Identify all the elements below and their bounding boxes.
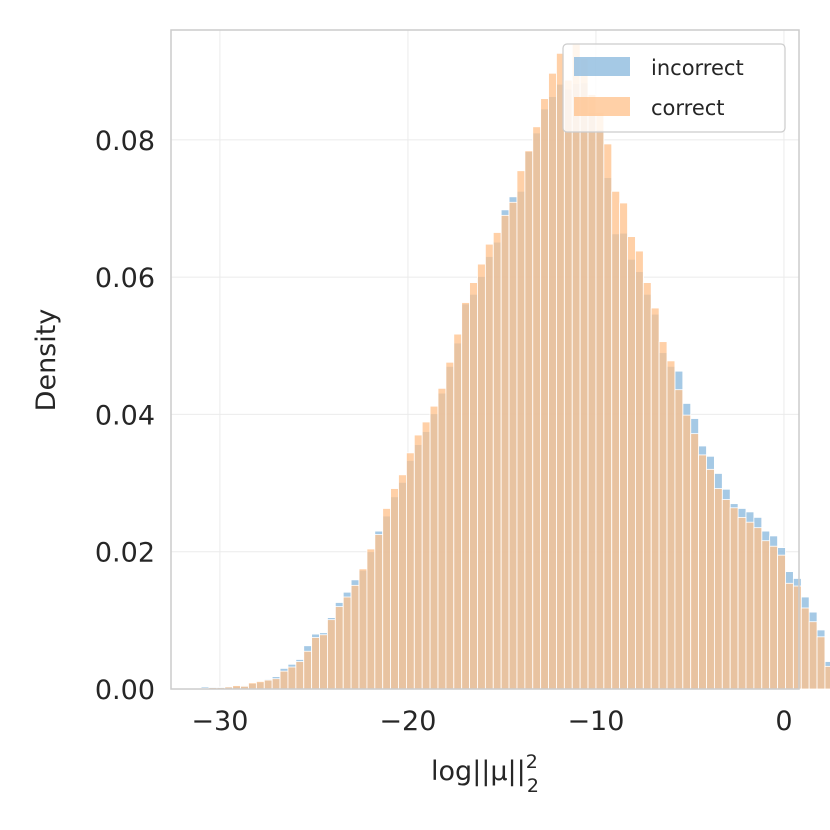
- tick-labels: −30 −20 −10 0 0.00 0.02 0.04 0.06 0.08: [95, 126, 793, 737]
- bar-correct: [469, 282, 478, 690]
- bar-correct: [287, 666, 297, 690]
- y-tick-label: 0.00: [95, 675, 155, 706]
- bar-correct: [800, 607, 810, 690]
- bar-correct: [642, 282, 652, 690]
- bar-correct: [248, 682, 257, 690]
- x-axis-label: log||μ||2 2: [431, 751, 539, 797]
- bar-correct: [398, 474, 407, 690]
- bar-correct: [666, 360, 676, 690]
- bar-correct: [785, 582, 794, 690]
- bar-correct: [516, 170, 526, 690]
- y-tick-label: 0.04: [95, 400, 155, 431]
- bar-correct: [611, 190, 621, 690]
- bar-correct: [374, 534, 384, 690]
- bar-correct: [271, 678, 281, 690]
- bar-correct: [761, 540, 771, 690]
- bar-correct: [453, 333, 463, 690]
- bar-correct: [619, 202, 628, 690]
- y-axis-label: Density: [31, 309, 62, 412]
- bar-correct: [690, 433, 699, 690]
- bar-correct: [745, 521, 755, 690]
- bar-correct: [816, 636, 826, 690]
- plot-frame: [170, 29, 800, 690]
- bar-correct: [777, 554, 786, 690]
- bar-correct: [563, 79, 573, 690]
- bar-correct: [477, 263, 486, 690]
- bar-correct: [698, 454, 707, 690]
- bar-correct: [406, 452, 415, 690]
- bar-correct: [808, 621, 818, 690]
- bar-correct: [587, 94, 597, 690]
- bar-correct: [421, 421, 431, 690]
- y-tick-label: 0.08: [95, 126, 155, 157]
- bar-correct: [706, 468, 715, 690]
- bar-correct: [366, 548, 376, 690]
- bar-correct: [461, 302, 470, 690]
- bar-correct: [484, 243, 494, 690]
- legend-label-incorrect: incorrect: [651, 56, 744, 80]
- bar-correct: [263, 679, 273, 690]
- bar-correct: [595, 111, 605, 690]
- x-tick-label: 0: [775, 706, 792, 737]
- legend: incorrect correct: [562, 43, 786, 133]
- bar-correct: [627, 236, 636, 690]
- bar-correct: [650, 307, 660, 690]
- legend-swatch-correct: [574, 97, 630, 116]
- x-tick-label: −10: [567, 706, 624, 737]
- x-tick-label: −20: [379, 706, 436, 737]
- bar-correct: [382, 508, 392, 690]
- bar-correct: [311, 637, 320, 690]
- bar-correct: [753, 527, 763, 690]
- bar-correct: [445, 361, 455, 690]
- y-tick-label: 0.06: [95, 263, 155, 294]
- bar-correct: [437, 387, 447, 690]
- bar-correct: [548, 72, 557, 690]
- bar-correct: [579, 58, 589, 690]
- bar-correct: [390, 488, 399, 690]
- bar-correct: [295, 661, 305, 690]
- bar-correct: [721, 499, 731, 690]
- bar-correct: [255, 681, 265, 690]
- bar-correct: [658, 341, 668, 690]
- bar-correct: [429, 405, 439, 690]
- bar-correct: [303, 650, 313, 690]
- bar-correct: [540, 98, 549, 690]
- bar-correct: [674, 389, 684, 690]
- bar-correct: [769, 545, 778, 690]
- bar-correct: [334, 606, 344, 690]
- bar-correct: [508, 201, 518, 690]
- bar-correct: [492, 232, 502, 690]
- bar-correct: [524, 150, 534, 690]
- bar-correct: [824, 665, 830, 690]
- bar-correct: [792, 585, 802, 690]
- bar-correct: [603, 143, 613, 690]
- bar-correct: [729, 507, 739, 690]
- bar-correct: [342, 596, 352, 690]
- bar-correct: [500, 214, 510, 690]
- bar-correct: [319, 634, 328, 690]
- bar-correct: [571, 43, 581, 690]
- legend-label-correct: correct: [651, 96, 725, 120]
- legend-swatch-incorrect: [574, 57, 630, 76]
- bar-correct: [413, 434, 423, 690]
- bar-correct: [556, 52, 565, 690]
- x-tick-label: −30: [191, 706, 248, 737]
- bar-correct: [279, 670, 289, 690]
- y-tick-label: 0.02: [95, 538, 155, 569]
- bar-correct: [532, 126, 542, 690]
- bar-correct: [350, 584, 360, 690]
- bar-correct: [737, 516, 747, 690]
- bar-correct: [682, 414, 692, 690]
- bar-correct: [713, 488, 723, 690]
- bar-correct: [358, 568, 368, 690]
- bar-correct: [635, 250, 644, 690]
- bar-correct: [327, 619, 336, 690]
